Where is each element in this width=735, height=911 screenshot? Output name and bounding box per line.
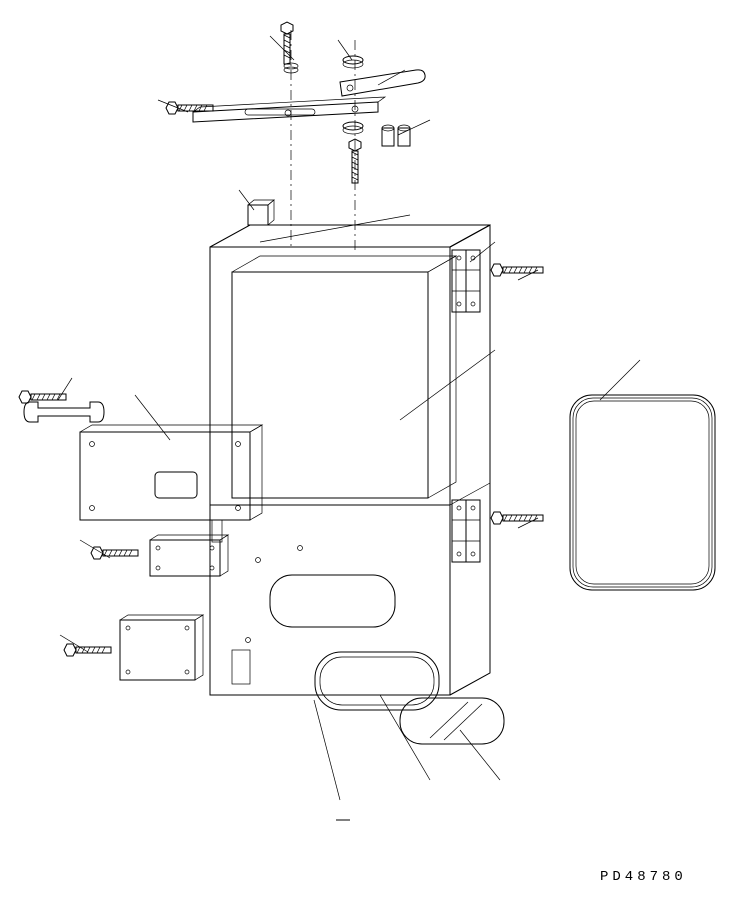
drawing-id: PD48780 <box>600 869 687 885</box>
grab-handle <box>24 402 104 422</box>
hinge-lower <box>452 500 480 562</box>
upper-window-seal <box>570 395 715 590</box>
door-frame <box>210 225 490 695</box>
cover-plate-small-2 <box>120 615 203 680</box>
latch-bar <box>193 97 385 122</box>
cover-plate-large <box>80 425 262 520</box>
lower-glass-seal <box>315 652 439 710</box>
exploded-diagram: PD48780 <box>0 0 735 911</box>
cover-plate-small-1 <box>150 535 228 576</box>
leader-lines <box>58 36 640 800</box>
latch-lever <box>340 70 425 96</box>
washer-stack <box>284 56 363 134</box>
cushion-block <box>248 200 274 225</box>
spacer-collars <box>382 125 410 146</box>
